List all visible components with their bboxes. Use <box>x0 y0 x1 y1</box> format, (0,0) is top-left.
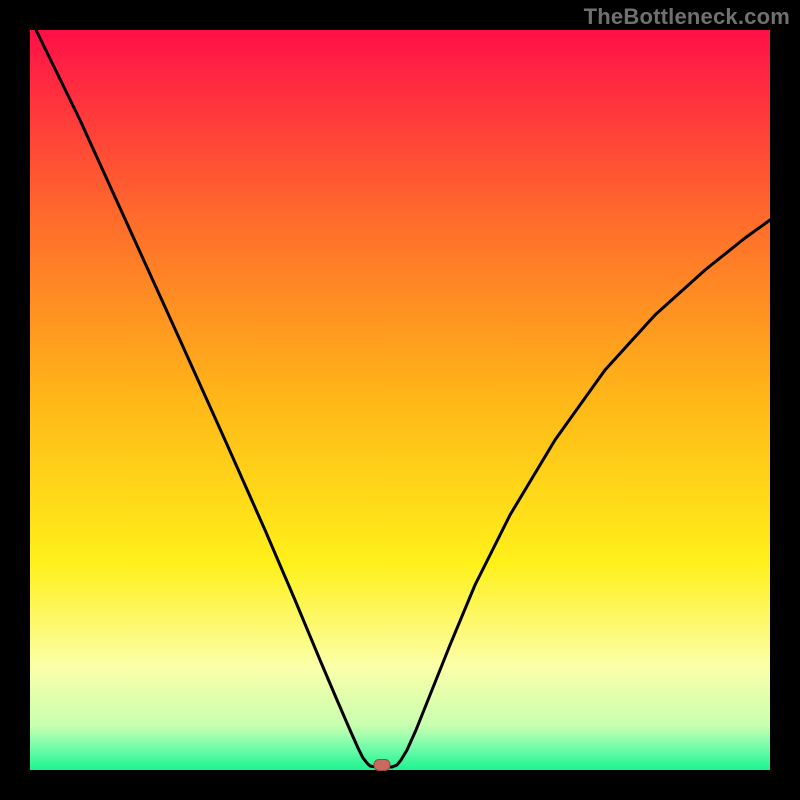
chart-background <box>30 30 770 770</box>
optimal-point-marker <box>374 760 390 771</box>
bottleneck-chart <box>0 0 800 800</box>
watermark-text: TheBottleneck.com <box>584 4 790 30</box>
